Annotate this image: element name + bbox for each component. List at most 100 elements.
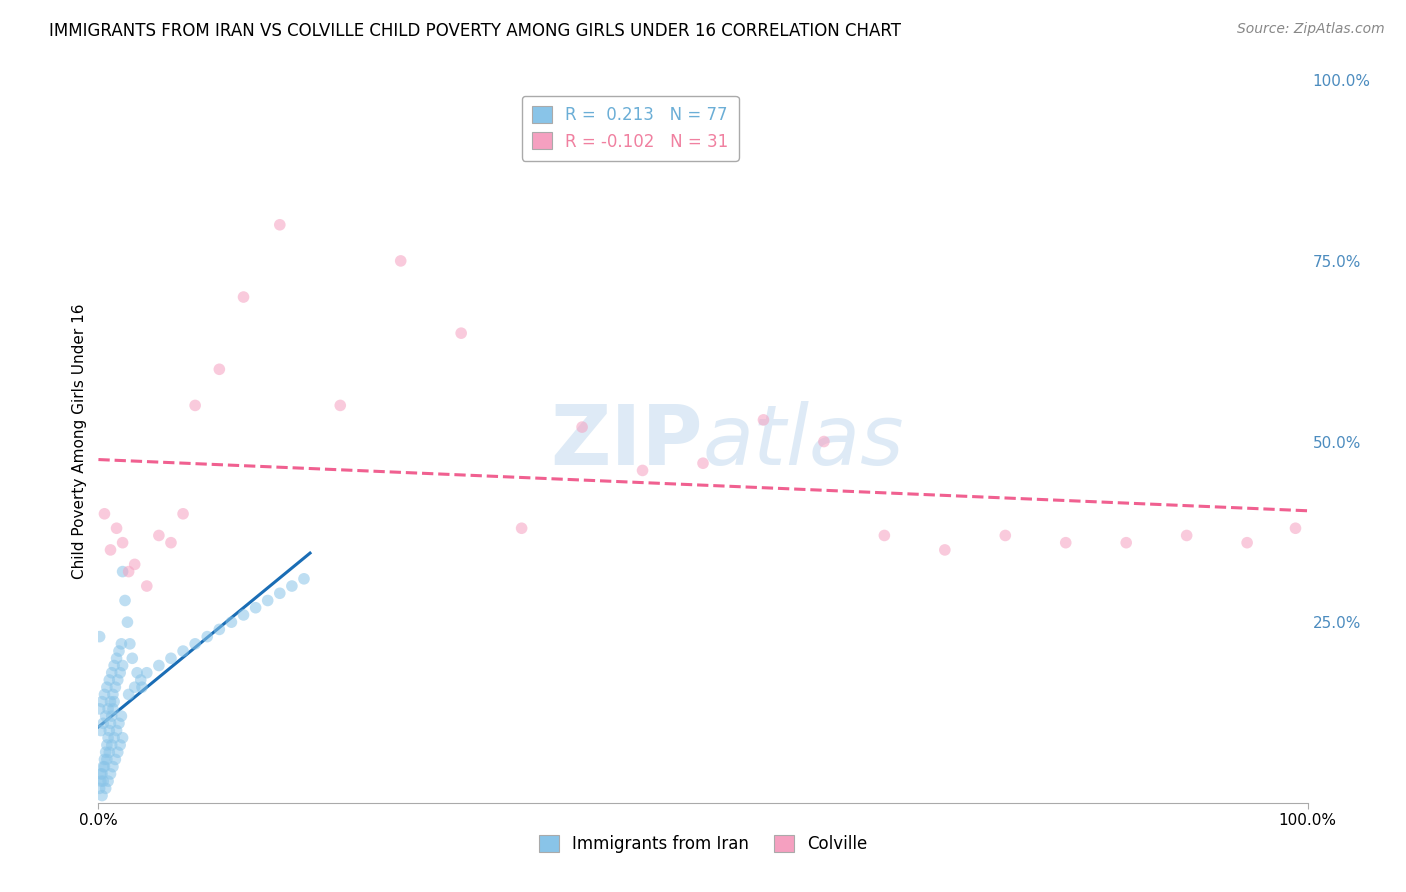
- Point: [96, 738, 118, 752]
- Point: [1054, 535, 1077, 549]
- Point: [111, 658, 134, 673]
- Text: Source: ZipAtlas.com: Source: ZipAtlas.com: [1237, 22, 1385, 37]
- Point: [96, 680, 118, 694]
- Point: [93, 752, 115, 766]
- Point: [97, 731, 120, 745]
- Point: [256, 593, 278, 607]
- Point: [329, 398, 352, 412]
- Point: [93, 507, 115, 521]
- Point: [131, 680, 153, 694]
- Point: [208, 362, 231, 376]
- Point: [631, 463, 654, 477]
- Point: [148, 528, 170, 542]
- Point: [994, 528, 1017, 542]
- Point: [90, 774, 112, 789]
- Point: [208, 623, 231, 637]
- Point: [1236, 535, 1258, 549]
- Point: [114, 593, 136, 607]
- Point: [91, 760, 114, 774]
- Point: [100, 709, 122, 723]
- Point: [510, 521, 533, 535]
- Point: [813, 434, 835, 449]
- Point: [91, 774, 114, 789]
- Point: [103, 695, 125, 709]
- Point: [172, 507, 194, 521]
- Point: [107, 745, 129, 759]
- Point: [110, 637, 132, 651]
- Point: [873, 528, 896, 542]
- Point: [184, 398, 207, 412]
- Point: [934, 542, 956, 557]
- Point: [94, 745, 117, 759]
- Point: [135, 665, 157, 680]
- Point: [121, 651, 143, 665]
- Point: [1115, 535, 1137, 549]
- Point: [692, 456, 714, 470]
- Point: [1284, 521, 1306, 535]
- Text: ZIP: ZIP: [551, 401, 703, 482]
- Point: [111, 565, 134, 579]
- Point: [389, 253, 412, 268]
- Point: [124, 558, 146, 572]
- Point: [91, 767, 114, 781]
- Point: [98, 723, 121, 738]
- Point: [127, 665, 149, 680]
- Point: [269, 586, 291, 600]
- Point: [124, 680, 146, 694]
- Point: [117, 615, 139, 630]
- Point: [110, 709, 132, 723]
- Point: [1175, 528, 1198, 542]
- Point: [91, 716, 114, 731]
- Point: [108, 644, 131, 658]
- Point: [245, 600, 267, 615]
- Point: [100, 767, 122, 781]
- Point: [104, 752, 127, 766]
- Point: [103, 731, 125, 745]
- Point: [93, 760, 115, 774]
- Point: [108, 665, 131, 680]
- Text: IMMIGRANTS FROM IRAN VS COLVILLE CHILD POVERTY AMONG GIRLS UNDER 16 CORRELATION : IMMIGRANTS FROM IRAN VS COLVILLE CHILD P…: [49, 22, 901, 40]
- Point: [98, 745, 121, 759]
- Point: [89, 630, 111, 644]
- Point: [571, 420, 593, 434]
- Point: [221, 615, 243, 630]
- Point: [118, 565, 141, 579]
- Point: [118, 637, 141, 651]
- Point: [94, 709, 117, 723]
- Point: [172, 644, 194, 658]
- Point: [108, 716, 131, 731]
- Point: [111, 731, 134, 745]
- Point: [129, 673, 152, 687]
- Point: [97, 702, 120, 716]
- Y-axis label: Child Poverty Among Girls Under 16: Child Poverty Among Girls Under 16: [72, 304, 87, 579]
- Point: [292, 572, 315, 586]
- Point: [96, 752, 118, 766]
- Point: [103, 658, 125, 673]
- Point: [752, 413, 775, 427]
- Point: [450, 326, 472, 340]
- Point: [90, 723, 112, 738]
- Point: [160, 535, 183, 549]
- Point: [101, 687, 124, 701]
- Point: [232, 607, 254, 622]
- Point: [105, 723, 128, 738]
- Point: [101, 702, 124, 716]
- Point: [269, 218, 291, 232]
- Point: [100, 716, 122, 731]
- Text: atlas: atlas: [703, 401, 904, 482]
- Point: [100, 695, 122, 709]
- Point: [100, 738, 122, 752]
- Point: [108, 738, 131, 752]
- Point: [107, 673, 129, 687]
- Point: [104, 680, 127, 694]
- Point: [90, 767, 112, 781]
- Point: [184, 637, 207, 651]
- Legend: Immigrants from Iran, Colville: Immigrants from Iran, Colville: [531, 828, 875, 860]
- Point: [100, 542, 122, 557]
- Point: [91, 789, 114, 803]
- Point: [98, 673, 121, 687]
- Point: [97, 774, 120, 789]
- Point: [148, 658, 170, 673]
- Point: [111, 535, 134, 549]
- Point: [135, 579, 157, 593]
